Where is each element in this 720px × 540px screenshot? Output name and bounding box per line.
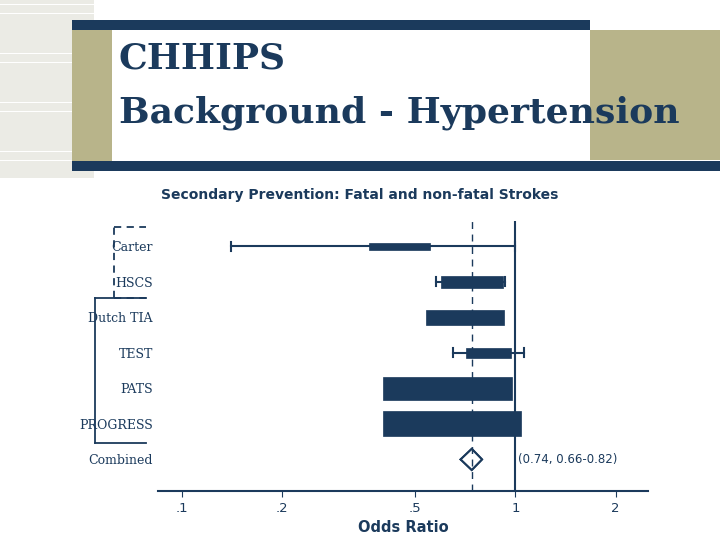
Bar [0,165,94,169]
Bar [382,411,521,436]
Bar [0,0,94,4]
Bar [0,45,94,49]
Bar [0,130,94,133]
Text: (0.74, 0.66-0.82): (0.74, 0.66-0.82) [518,453,618,466]
Bar [0,138,94,143]
Bar [0,160,94,165]
Bar [0,71,94,76]
Bar [0,67,94,71]
Bar [0,76,94,80]
Bar [0,31,94,36]
Text: Background - Hypertension: Background - Hypertension [119,95,680,130]
Bar [369,242,431,250]
Bar [426,310,503,325]
Bar [0,152,94,156]
Bar [0,143,94,147]
Bar [0,103,94,107]
Bar [0,89,94,93]
Bar [383,377,512,400]
X-axis label: Odds Ratio: Odds Ratio [358,521,449,535]
Bar [0,27,94,31]
Bar [441,275,503,288]
Bar [0,5,94,9]
Bar [0,36,94,40]
Bar [0,156,94,160]
Bar [0,147,94,151]
Bar [0,9,94,14]
Bar [0,94,94,98]
Bar [0,23,94,26]
Bar [0,174,94,178]
Bar [72,25,112,164]
Bar [0,125,94,129]
Bar [72,161,720,171]
Bar [0,18,94,22]
Bar [0,116,94,120]
Bar [466,348,510,358]
Bar [0,107,94,111]
Bar [0,53,94,58]
Bar [0,80,94,85]
Bar [0,85,94,89]
Bar [0,134,94,138]
Bar [72,21,590,30]
Bar [0,58,94,62]
Bar [0,98,94,103]
Bar [0,14,94,18]
Bar [0,49,94,53]
Text: Secondary Prevention: Fatal and non-fatal Strokes: Secondary Prevention: Fatal and non-fata… [161,188,559,202]
Bar [0,112,94,116]
Bar [0,120,94,125]
Bar [0,63,94,67]
Text: CHHIPS: CHHIPS [119,42,286,76]
Bar [0,40,94,45]
Bar [590,30,720,160]
Bar [0,170,94,174]
